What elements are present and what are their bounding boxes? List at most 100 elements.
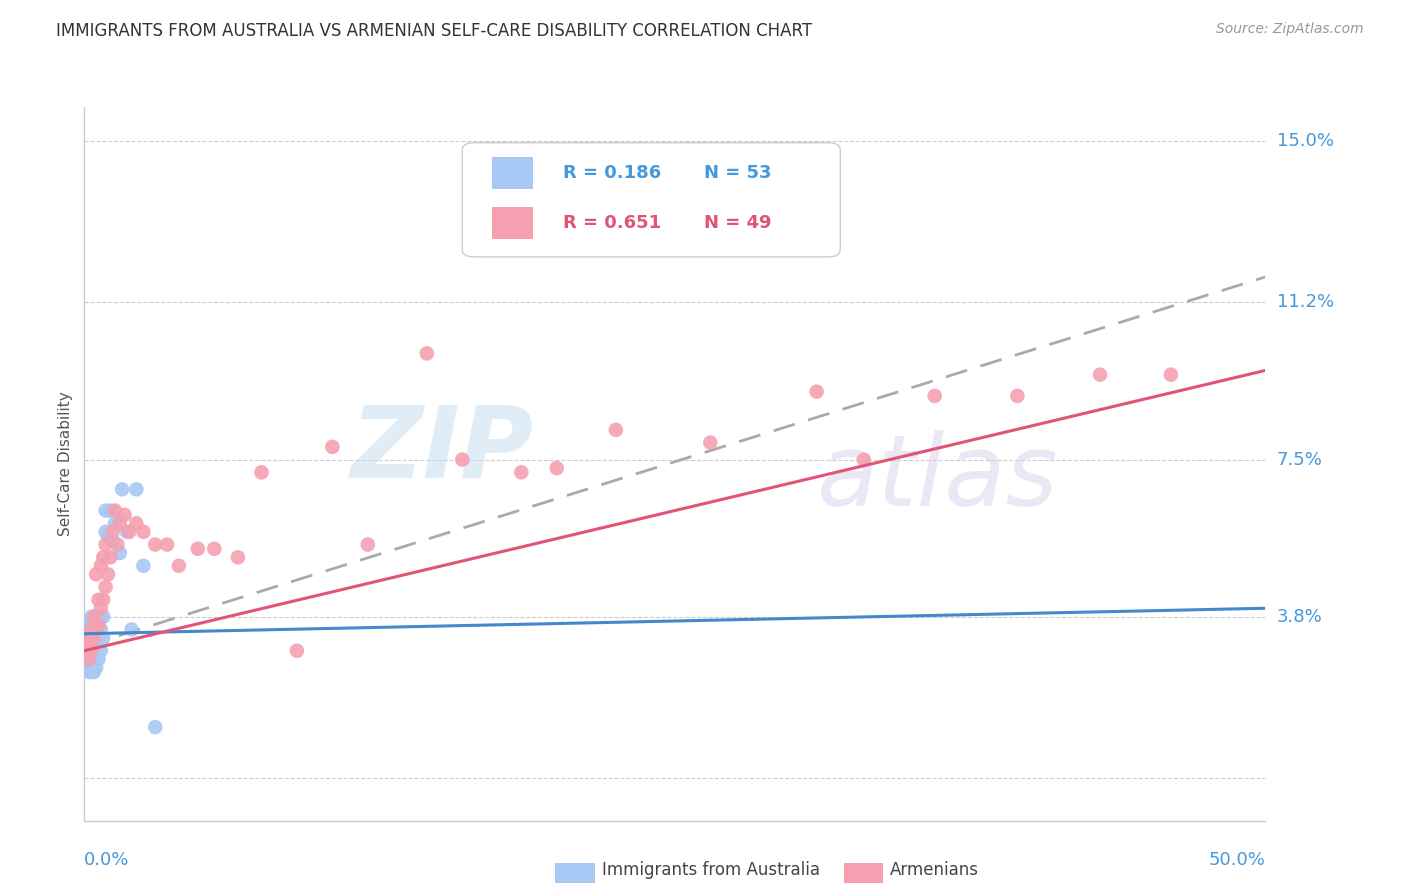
Point <box>924 389 946 403</box>
Text: Armenians: Armenians <box>890 861 979 879</box>
Text: N = 53: N = 53 <box>704 164 772 182</box>
Y-axis label: Self-Care Disability: Self-Care Disability <box>58 392 73 536</box>
Point <box>90 609 112 624</box>
Point <box>80 631 103 645</box>
Point <box>202 541 225 556</box>
Point <box>94 503 117 517</box>
Point <box>605 423 627 437</box>
Point <box>852 452 875 467</box>
Point <box>76 631 98 645</box>
Point <box>104 516 127 531</box>
Point <box>77 618 100 632</box>
Point <box>80 648 103 662</box>
Text: Immigrants from Australia: Immigrants from Australia <box>602 861 820 879</box>
Point <box>187 541 209 556</box>
Point <box>77 657 100 671</box>
Text: 7.5%: 7.5% <box>1277 450 1323 468</box>
Point <box>101 524 124 539</box>
Point <box>357 537 380 551</box>
Point <box>111 483 134 497</box>
Point <box>76 635 98 649</box>
Point <box>97 529 120 543</box>
Point <box>416 346 439 360</box>
Point <box>94 537 117 551</box>
Point <box>80 665 103 679</box>
Point <box>83 652 105 666</box>
Point <box>156 537 179 551</box>
Point <box>510 466 533 480</box>
Point <box>98 503 121 517</box>
Point <box>91 631 114 645</box>
Point <box>80 623 103 637</box>
Point <box>80 640 103 654</box>
Point <box>77 665 100 679</box>
Point <box>1007 389 1029 403</box>
Text: Source: ZipAtlas.com: Source: ZipAtlas.com <box>1216 22 1364 37</box>
Text: atlas: atlas <box>817 430 1059 526</box>
Point <box>80 652 103 666</box>
Point <box>80 623 103 637</box>
Point <box>77 626 100 640</box>
Point <box>451 452 474 467</box>
Point <box>77 631 100 645</box>
Point <box>104 503 127 517</box>
Point <box>125 516 148 531</box>
Text: R = 0.651: R = 0.651 <box>562 214 661 232</box>
Point <box>84 661 107 675</box>
Point <box>121 623 143 637</box>
Point <box>91 609 114 624</box>
Point <box>98 550 121 565</box>
Text: 50.0%: 50.0% <box>1209 851 1265 869</box>
Point <box>80 609 103 624</box>
Point <box>84 644 107 658</box>
Point <box>80 635 103 649</box>
Point <box>806 384 828 399</box>
Point <box>77 652 100 666</box>
Point <box>143 537 166 551</box>
Text: 3.8%: 3.8% <box>1277 607 1322 626</box>
Point <box>101 533 124 548</box>
Point <box>226 550 249 565</box>
Point <box>83 626 105 640</box>
Point <box>76 644 98 658</box>
Point <box>132 524 155 539</box>
Point <box>546 461 568 475</box>
Point <box>87 592 110 607</box>
FancyBboxPatch shape <box>492 157 533 189</box>
Point <box>84 609 107 624</box>
Point <box>1088 368 1111 382</box>
Point <box>87 618 110 632</box>
Point <box>83 635 105 649</box>
Point <box>84 618 107 632</box>
Point <box>77 631 100 645</box>
Point <box>108 516 131 531</box>
Point <box>167 558 190 573</box>
Point <box>91 592 114 607</box>
Point <box>84 631 107 645</box>
Point <box>77 640 100 654</box>
Point <box>91 550 114 565</box>
Point <box>76 652 98 666</box>
Point <box>97 567 120 582</box>
Point <box>80 644 103 658</box>
Point <box>125 483 148 497</box>
Point <box>115 524 138 539</box>
Point <box>77 648 100 662</box>
Point <box>84 567 107 582</box>
Point <box>108 546 131 560</box>
Point <box>84 623 107 637</box>
Point <box>114 508 136 522</box>
Point <box>250 466 273 480</box>
Point <box>118 524 141 539</box>
Point <box>90 644 112 658</box>
Point <box>83 618 105 632</box>
Point <box>87 631 110 645</box>
Text: ZIP: ZIP <box>350 401 533 498</box>
Point <box>107 537 129 551</box>
Point <box>80 657 103 671</box>
Point <box>94 524 117 539</box>
Text: N = 49: N = 49 <box>704 214 772 232</box>
Point <box>321 440 343 454</box>
Point <box>80 614 103 628</box>
Point <box>83 665 105 679</box>
